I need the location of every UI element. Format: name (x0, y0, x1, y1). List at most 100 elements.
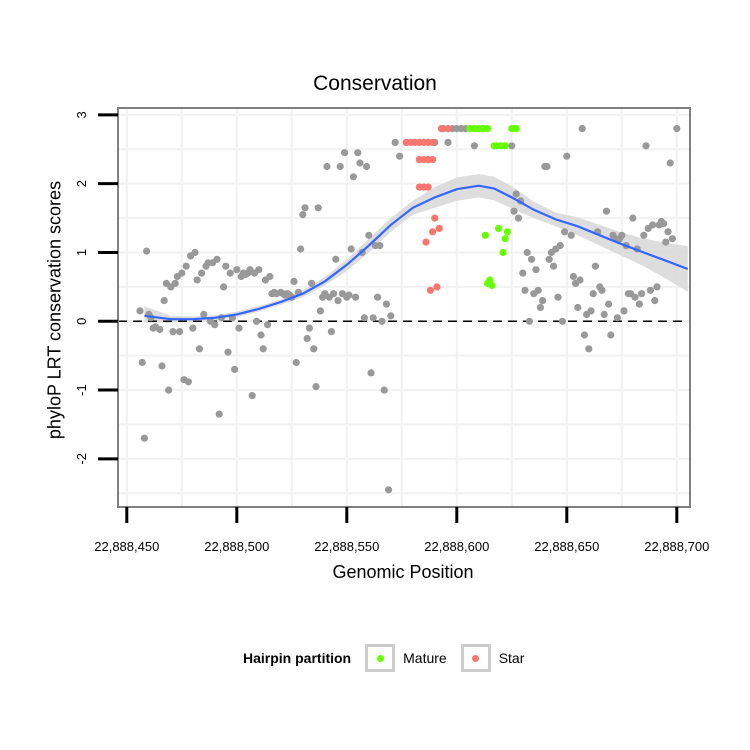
point-other (554, 293, 562, 301)
point-mature (499, 248, 507, 257)
x-tick-label: 22,888,450 (94, 539, 159, 554)
point-star (429, 138, 437, 146)
point-other (653, 283, 661, 291)
point-other (266, 272, 274, 281)
point-other (305, 324, 313, 332)
point-other (143, 247, 151, 255)
point-other (191, 248, 199, 257)
y-tick-label: 2 (74, 180, 89, 187)
point-other (341, 149, 349, 157)
point-other (327, 328, 335, 336)
point-other (200, 310, 208, 318)
point-other (396, 152, 404, 160)
point-other (508, 142, 516, 150)
point-other (257, 331, 265, 339)
point-other (640, 231, 648, 239)
point-star (444, 125, 452, 133)
point-other (536, 303, 545, 312)
y-axis: -2 -1 0 1 2 3 (74, 111, 118, 465)
point-other (360, 314, 368, 322)
point-star (426, 286, 434, 294)
point-other (444, 138, 452, 146)
legend-key-mature (365, 644, 396, 672)
point-mature (501, 235, 509, 243)
point-other (385, 486, 393, 494)
point-mature (501, 142, 509, 150)
point-mature (488, 281, 496, 290)
point-other (660, 220, 668, 228)
legend: Hairpin partition Mature Star (243, 642, 538, 674)
point-other (352, 293, 360, 301)
point-other (629, 214, 637, 222)
point-other (376, 242, 384, 250)
plot-panel (118, 108, 690, 507)
point-other (231, 365, 239, 373)
point-other (512, 190, 520, 198)
point-other (646, 286, 655, 294)
point-other (184, 378, 192, 386)
chart-title: Conservation (313, 72, 437, 95)
point-other (642, 142, 650, 150)
x-tick-label: 22,888,500 (204, 539, 269, 554)
point-other (308, 279, 316, 287)
point-other (356, 159, 364, 167)
point-other (176, 328, 184, 336)
point-mature (495, 224, 503, 232)
point-other (666, 159, 674, 167)
point-other (382, 300, 390, 308)
point-other (138, 358, 146, 367)
point-other (521, 286, 529, 294)
point-other (618, 231, 626, 239)
plot-border (117, 107, 691, 508)
point-other (156, 325, 164, 334)
point-other (635, 300, 644, 308)
y-tick-label: -1 (74, 384, 89, 396)
point-other (195, 345, 203, 353)
point-other (345, 291, 353, 299)
y-tick-label: 0 (74, 318, 89, 325)
point-other (613, 314, 622, 322)
point-other (514, 214, 523, 222)
point-other (649, 221, 657, 229)
legend-dot-mature (376, 654, 384, 662)
point-other (222, 262, 230, 270)
legend-key-star (460, 644, 491, 672)
point-other (380, 386, 388, 394)
point-other (591, 262, 600, 270)
point-star (431, 214, 439, 222)
confidence-band-area (144, 174, 688, 323)
y-tick-label: 3 (74, 111, 89, 118)
point-other (314, 204, 322, 212)
legend-label-mature: Mature (403, 650, 447, 666)
point-other (580, 331, 589, 339)
point-other (158, 362, 166, 370)
point-other (354, 149, 362, 157)
point-other (668, 235, 677, 243)
panel-background (118, 108, 690, 507)
point-star (429, 228, 437, 236)
point-other (558, 317, 567, 325)
point-other (220, 283, 228, 291)
point-other (160, 297, 168, 305)
point-other (545, 255, 553, 263)
point-other (336, 162, 344, 171)
point-other (556, 242, 564, 250)
point-other (215, 410, 223, 418)
point-other (349, 173, 357, 181)
point-other (189, 324, 197, 332)
point-other (673, 125, 681, 133)
point-other (578, 125, 586, 133)
point-other (662, 238, 670, 246)
data-points (136, 125, 681, 494)
point-mature (484, 125, 492, 133)
y-tick-label: -2 (74, 453, 89, 465)
point-other (310, 345, 318, 353)
point-other (600, 310, 608, 318)
point-other (569, 272, 578, 281)
point-other (193, 276, 201, 284)
point-other (651, 297, 659, 305)
point-other (213, 255, 221, 263)
point-other (332, 255, 340, 263)
smooth-curve (144, 184, 689, 321)
point-other (299, 211, 307, 219)
